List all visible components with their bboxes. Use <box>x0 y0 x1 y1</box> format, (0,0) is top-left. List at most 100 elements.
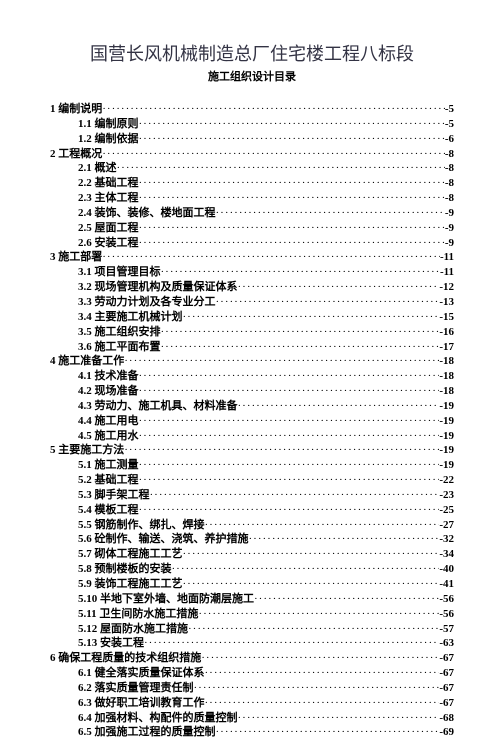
toc-entry-level2: 4.3 劳动力、施工机具、材料准备 -19 <box>50 399 454 414</box>
toc-leader-dots <box>183 577 440 592</box>
toc-page-number: -57 <box>439 622 454 637</box>
toc-entry-level2: 1.1 编制原则 -5 <box>50 117 454 132</box>
toc-label: 2.3 主体工程 <box>78 191 139 206</box>
toc-page-number: -12 <box>439 280 454 295</box>
toc-entry-level2: 2.5 屋面工程-9 <box>50 221 454 236</box>
toc-label: 6.1 健全落实质量保证体系 <box>78 666 205 681</box>
toc-label: 3.4 主要施工机械计划 <box>78 310 183 325</box>
toc-leader-dots <box>139 117 445 132</box>
toc-leader-dots <box>188 622 439 637</box>
toc-label: 3 施工部署 <box>50 250 102 265</box>
toc-page-number: -18 <box>439 354 454 369</box>
toc-page-number: -8 <box>445 161 454 176</box>
toc-leader-dots <box>124 443 439 458</box>
toc-page-number: -16 <box>439 325 454 340</box>
toc-entry-level2: 2.2 基础工程 -8 <box>50 176 454 191</box>
toc-leader-dots <box>139 503 440 518</box>
toc-page-number: -40 <box>439 562 454 577</box>
toc-page-number: -19 <box>439 399 454 414</box>
toc-page-number: -9 <box>445 221 454 236</box>
toc-label: 2.4 装饰、装修、楼地面工程 <box>78 206 216 221</box>
toc-leader-dots <box>161 325 440 340</box>
toc-leader-dots <box>102 250 440 265</box>
toc-page-number: -22 <box>439 473 454 488</box>
toc-entry-level2: 5.3 脚手架工程-23 <box>50 488 454 503</box>
toc-leader-dots <box>194 681 440 696</box>
toc-page-number: -56 <box>439 607 454 622</box>
toc-page-number: -19 <box>439 458 454 473</box>
toc-leader-dots <box>238 399 440 414</box>
toc-page-number: -41 <box>439 577 454 592</box>
toc-page-number: -67 <box>439 696 454 711</box>
toc-page-number: -9 <box>445 206 454 221</box>
toc-label: 2.2 基础工程 <box>78 176 139 191</box>
toc-entry-level2: 5.11 卫生间防水施工措施-56 <box>50 607 454 622</box>
toc-label: 3.5 施工组织安排 <box>78 325 161 340</box>
toc-page-number: -5 <box>445 117 454 132</box>
toc-page-number: -32 <box>439 532 454 547</box>
toc-entry-level2: 2.1 概述-8 <box>50 161 454 176</box>
toc-label: 5.9 装饰工程施工工艺 <box>78 577 183 592</box>
toc-label: 4.3 劳动力、施工机具、材料准备 <box>78 399 238 414</box>
toc-page-number: -67 <box>439 681 454 696</box>
toc-page-number: -18 <box>439 369 454 384</box>
toc-leader-dots <box>216 725 440 740</box>
toc-leader-dots <box>249 532 440 547</box>
toc-label: 4.2 现场准备 <box>78 384 139 399</box>
toc-label: 5.12 屋面防水施工措施 <box>78 622 188 637</box>
toc-leader-dots <box>144 636 439 651</box>
toc-label: 5.6 砼制作、输送、浇筑、养护措施 <box>78 532 249 547</box>
toc-leader-dots <box>161 265 440 280</box>
toc-entry-level2: 5.1 施工测量-19 <box>50 458 454 473</box>
toc-page-number: -19 <box>439 443 454 458</box>
toc-label: 4.5 施工用水 <box>78 429 139 444</box>
toc-entry-level1: 4 施工准备工作-18 <box>50 354 454 369</box>
toc-page-number: -34 <box>439 547 454 562</box>
toc-leader-dots <box>139 221 445 236</box>
toc-page-number: -8 <box>445 147 454 162</box>
toc-leader-dots <box>183 547 440 562</box>
toc-entry-level2: 6.1 健全落实质量保证体系 -67 <box>50 666 454 681</box>
toc-page-number: -67 <box>439 666 454 681</box>
toc-page-number: -56 <box>439 592 454 607</box>
toc-page-number: -9 <box>445 236 454 251</box>
toc-leader-dots <box>254 592 439 607</box>
toc-leader-dots <box>205 696 440 711</box>
toc-page-number: -15 <box>439 310 454 325</box>
toc-leader-dots <box>139 414 440 429</box>
toc-entry-level1: 1 编制说明-5 <box>50 102 454 117</box>
toc-entry-level2: 2.6 安装工程-9 <box>50 236 454 251</box>
toc-page-number: -11 <box>440 265 454 280</box>
toc-label: 3.3 劳动力计划及各专业分工 <box>78 295 216 310</box>
toc-label: 1.1 编制原则 <box>78 117 139 132</box>
toc-entry-level2: 5.13 安装工程-63 <box>50 636 454 651</box>
toc-entry-level1: 2 工程概况-8 <box>50 147 454 162</box>
toc-entry-level2: 1.2 编制依据-6 <box>50 132 454 147</box>
toc-entry-level2: 6.2 落实质量管理责任制-67 <box>50 681 454 696</box>
toc-entry-level2: 3.6 施工平面布置-17 <box>50 340 454 355</box>
toc-label: 4.1 技术准备 <box>78 369 139 384</box>
toc-page-number: -8 <box>445 191 454 206</box>
toc-page-number: -17 <box>439 340 454 355</box>
toc-page-number: -8 <box>445 176 454 191</box>
toc-label: 3.1 项目管理目标 <box>78 265 161 280</box>
toc-label: 5.4 模板工程 <box>78 503 139 518</box>
toc-entry-level2: 4.4 施工用电-19 <box>50 414 454 429</box>
toc-entry-level2: 5.2 基础工程-22 <box>50 473 454 488</box>
toc-leader-dots <box>139 191 445 206</box>
toc-leader-dots <box>205 518 440 533</box>
toc-leader-dots <box>238 280 440 295</box>
toc-entry-level2: 5.5 钢筋制作、绑扎、焊接-27 <box>50 518 454 533</box>
toc-label: 1 编制说明 <box>50 102 102 117</box>
toc-label: 6 确保工程质量的技术组织措施 <box>50 651 201 666</box>
toc-entry-level2: 4.1 技术准备 -18 <box>50 369 454 384</box>
toc-leader-dots <box>139 236 445 251</box>
toc-entry-level2: 5.9 装饰工程施工工艺 -41 <box>50 577 454 592</box>
toc-entry-level2: 5.8 预制楼板的安装-40 <box>50 562 454 577</box>
toc-entry-level2: 6.5 加强施工过程的质量控制-69 <box>50 725 454 740</box>
toc-leader-dots <box>161 340 440 355</box>
toc-entry-level2: 2.3 主体工程 -8 <box>50 191 454 206</box>
toc-leader-dots <box>150 488 440 503</box>
toc-entry-level2: 4.2 现场准备-18 <box>50 384 454 399</box>
toc-entry-level2: 3.1 项目管理目标 -11 <box>50 265 454 280</box>
